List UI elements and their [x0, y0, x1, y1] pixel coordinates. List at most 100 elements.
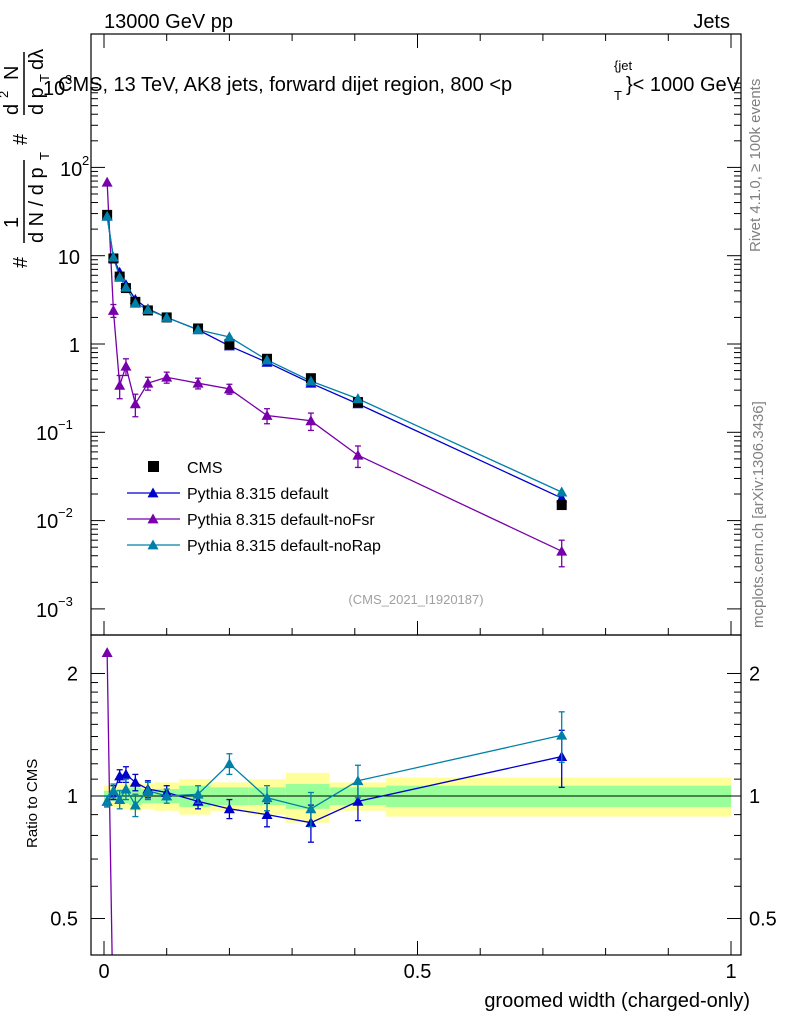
legend-marker-default [147, 487, 159, 498]
ylabel-part-t2: T [37, 74, 52, 82]
ratio-series-layer [101, 647, 568, 955]
ytick-label-e-3: 10 −3 [36, 594, 73, 622]
mcplots-label: mcplots.cern.ch [arXiv:1306.3436] [750, 401, 767, 628]
ratio-point-default-4 [129, 776, 141, 787]
ylabel-part-dndpt: d N / d p [26, 167, 48, 243]
ytick-e3-exp: 3 [65, 72, 72, 87]
ratio-point-noRap-7 [192, 788, 204, 799]
ratio-ytick-label-right-0: 0.5 [749, 909, 777, 931]
main-point-noRap-top-6 [161, 311, 173, 322]
analysis-watermark: (CMS_2021_I1920187) [348, 592, 483, 607]
ylabel-part-dpt: d p [26, 87, 48, 115]
main-ylabel: # 1 d N / d p T # d N 2 d p T dλ [0, 49, 52, 268]
ytick-e-2-exp: −2 [58, 505, 73, 520]
ratio-point-noRap-12 [556, 729, 568, 740]
main-point-noFsr-11 [352, 449, 364, 460]
main-point-noFsr-12 [556, 545, 568, 556]
ytick-label-e1: 10 [58, 247, 80, 269]
ytick-e3-base: 10 [43, 78, 65, 100]
ratio-point-noFsr-0 [101, 647, 113, 658]
main-point-noRap-top-0 [101, 210, 113, 221]
tick-labels: 0 0.5 1 0.5 0.5 1 1 2 2 [50, 663, 777, 983]
main-point-noRap-top-3 [120, 281, 132, 292]
main-point-cms-8 [224, 339, 235, 349]
ylabel-part-one: 1 [1, 217, 23, 228]
xtick-label-2: 1 [725, 961, 736, 983]
ylabel-part-2: 2 [0, 91, 11, 98]
xtick-label-0: 0 [98, 961, 109, 983]
header-right: Jets [693, 11, 730, 33]
ratio-point-noRap-5 [142, 785, 154, 796]
ratio-point-noRap-3 [120, 783, 132, 794]
ratio-point-default-3 [120, 768, 132, 779]
ratio-point-noRap-10 [305, 803, 317, 814]
ylabel-part-hash2: # [10, 133, 32, 145]
ytick-label-e0: 1 [69, 335, 80, 357]
main-point-noFsr-5 [142, 377, 154, 388]
main-point-noRap-top-5 [142, 304, 154, 315]
main-point-noRap-top-7 [192, 324, 204, 335]
ratio-point-noRap-9 [261, 792, 273, 803]
ratio-point-default-9 [261, 809, 273, 820]
main-point-noFsr-9 [261, 409, 273, 420]
ratio-point-noRap-4 [129, 799, 141, 810]
rivet-label: Rivet 4.1.0, ≥ 100k events [747, 79, 764, 252]
plot-title-sub: T [614, 88, 622, 103]
plot-title: CMS, 13 TeV, AK8 jets, forward dijet reg… [58, 58, 741, 103]
ytick-e-3-exp: −3 [58, 594, 73, 609]
plot-title-main: CMS, 13 TeV, AK8 jets, forward dijet reg… [58, 74, 512, 96]
legend: CMS Pythia 8.315 default Pythia 8.315 defa… [127, 460, 381, 555]
ratio-point-noRap-11 [352, 775, 364, 786]
main-point-noFsr-4 [129, 398, 141, 409]
main-point-noFsr-1 [107, 304, 119, 315]
ylabel-part-hash1: # [10, 256, 32, 268]
main-point-noFsr-6 [161, 371, 173, 382]
main-point-noFsr-0 [101, 176, 113, 187]
main-point-noRap-top-9 [261, 354, 273, 365]
main-point-noRap-top-2 [114, 271, 126, 282]
ratio-line-noFsr [106, 652, 113, 955]
ytick-label-e3: 10 3 [43, 72, 72, 100]
ratio-ytick-label-right-1: 1 [749, 786, 760, 808]
legend-label-noFsr: Pythia 8.315 default-noFsr [187, 512, 375, 529]
main-point-noRap-top-1 [107, 251, 119, 262]
legend-marker-noFsr [147, 513, 159, 524]
ytick-e-1-base: 10 [36, 423, 58, 445]
xtick-label-1: 0.5 [404, 961, 432, 983]
legend-marker-noRap [147, 539, 159, 550]
ytick-label-e-2: 10 −2 [36, 505, 73, 533]
ytick-e-2-base: 10 [36, 511, 58, 533]
ratio-point-noRap-1 [107, 785, 119, 796]
ylabel-part-d: d [1, 104, 23, 115]
ratio-point-noRap-6 [161, 790, 173, 801]
header-left: 13000 GeV pp [104, 11, 233, 33]
main-series-layer [101, 176, 568, 568]
main-point-noFsr-3 [120, 360, 132, 371]
ratio-point-default-11 [352, 795, 364, 806]
ylabel-part-dlambda: dλ [26, 49, 48, 70]
main-point-default-12 [556, 492, 568, 503]
legend-label-noRap: Pythia 8.315 default-noRap [187, 538, 381, 555]
ratio-ytick-label-left-2: 2 [67, 663, 78, 685]
main-point-noRap-top-11 [352, 393, 364, 404]
ratio-ytick-label-right-2: 2 [749, 663, 760, 685]
ytick-label-e-1: 10 −1 [36, 417, 73, 445]
main-point-noFsr-10 [305, 415, 317, 426]
main-point-noRap-top-12 [556, 486, 568, 497]
ytick-e2-exp: 2 [82, 153, 89, 168]
ratio-point-noRap-0 [101, 795, 113, 806]
main-point-cms-12 [556, 500, 567, 511]
ratio-ylabel: Ratio to CMS [24, 759, 41, 848]
ratio-ytick-label-left-0: 0.5 [50, 909, 78, 931]
axis-ticks [91, 34, 741, 955]
ratio-point-noRap-8 [223, 758, 235, 769]
ratio-point-default-8 [223, 803, 235, 814]
main-ytick-labels: 10 −3 10 −2 10 −1 1 10 10 2 10 3 [36, 72, 89, 622]
ratio-point-noRap-2 [114, 794, 126, 804]
main-line-noRap [106, 216, 562, 493]
ytick-e-1-exp: −1 [58, 417, 73, 432]
x-axis-label: groomed width (charged-only) [484, 990, 750, 1012]
main-point-noFsr-8 [223, 383, 235, 394]
ratio-uncertainty-bands [91, 772, 741, 823]
